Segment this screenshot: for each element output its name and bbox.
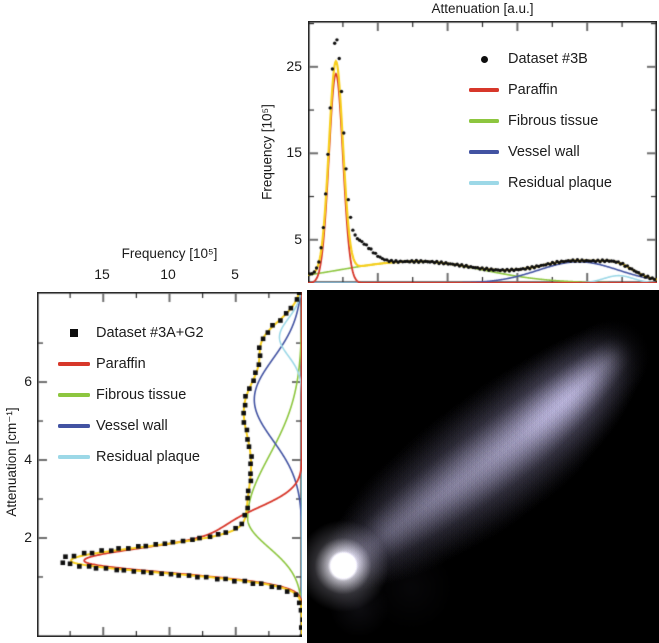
legend-item-dataset-3a-g2: Dataset #3A+G2 xyxy=(58,323,204,343)
line-swatch-icon xyxy=(58,393,90,397)
line-swatch-icon xyxy=(469,119,499,123)
legend-item-paraffin: Paraffin xyxy=(58,354,146,374)
legend-label: Dataset #3A+G2 xyxy=(96,325,204,341)
legend-item-residual-plaque: Residual plaque xyxy=(58,447,200,467)
legend-item-residual-plaque: Residual plaque xyxy=(469,173,612,193)
joint-density-map-canvas xyxy=(307,290,659,643)
line-swatch-icon xyxy=(469,150,499,154)
top-ytick-25: 25 xyxy=(286,58,302,74)
legend-item-dataset-3b: Dataset #3B xyxy=(469,49,588,69)
legend-label: Paraffin xyxy=(96,356,146,372)
legend-label: Vessel wall xyxy=(508,144,580,160)
top-ytick-15: 15 xyxy=(286,144,302,160)
line-swatch-icon xyxy=(469,181,499,185)
left-xtick-15: 15 xyxy=(94,266,110,282)
top-axis-title: Attenuation [a.u.] xyxy=(431,1,534,16)
legend-label: Dataset #3B xyxy=(508,51,588,67)
left-xtick-5: 5 xyxy=(231,266,239,282)
legend-item-vessel-wall: Vessel wall xyxy=(58,416,168,436)
legend-label: Residual plaque xyxy=(508,175,612,191)
line-swatch-icon xyxy=(469,88,499,92)
left-axis-title: Frequency [10⁵] xyxy=(121,246,218,261)
legend-item-paraffin: Paraffin xyxy=(469,80,558,100)
line-swatch-icon xyxy=(58,362,90,366)
dot-marker-icon xyxy=(469,55,499,63)
line-swatch-icon xyxy=(58,424,90,428)
top-ylabel: Frequency [10⁵] xyxy=(259,104,275,200)
legend-label: Residual plaque xyxy=(96,449,200,465)
legend-item-vessel-wall: Vessel wall xyxy=(469,142,580,162)
legend-item-fibrous-tissue: Fibrous tissue xyxy=(58,385,186,405)
left-ytick-4: 4 xyxy=(24,451,32,467)
line-swatch-icon xyxy=(58,455,90,459)
left-xtick-10: 10 xyxy=(160,266,176,282)
legend-label: Paraffin xyxy=(508,82,558,98)
top-ytick-5: 5 xyxy=(294,231,302,247)
left-ytick-2: 2 xyxy=(24,529,32,545)
legend-label: Fibrous tissue xyxy=(96,387,187,403)
left-ytick-6: 6 xyxy=(24,373,32,389)
square-marker-icon xyxy=(58,329,90,337)
legend-label: Fibrous tissue xyxy=(508,113,599,129)
left-marginal-chart-canvas xyxy=(37,292,302,637)
legend-label: Vessel wall xyxy=(96,418,168,434)
legend-item-fibrous-tissue: Fibrous tissue xyxy=(469,111,598,131)
